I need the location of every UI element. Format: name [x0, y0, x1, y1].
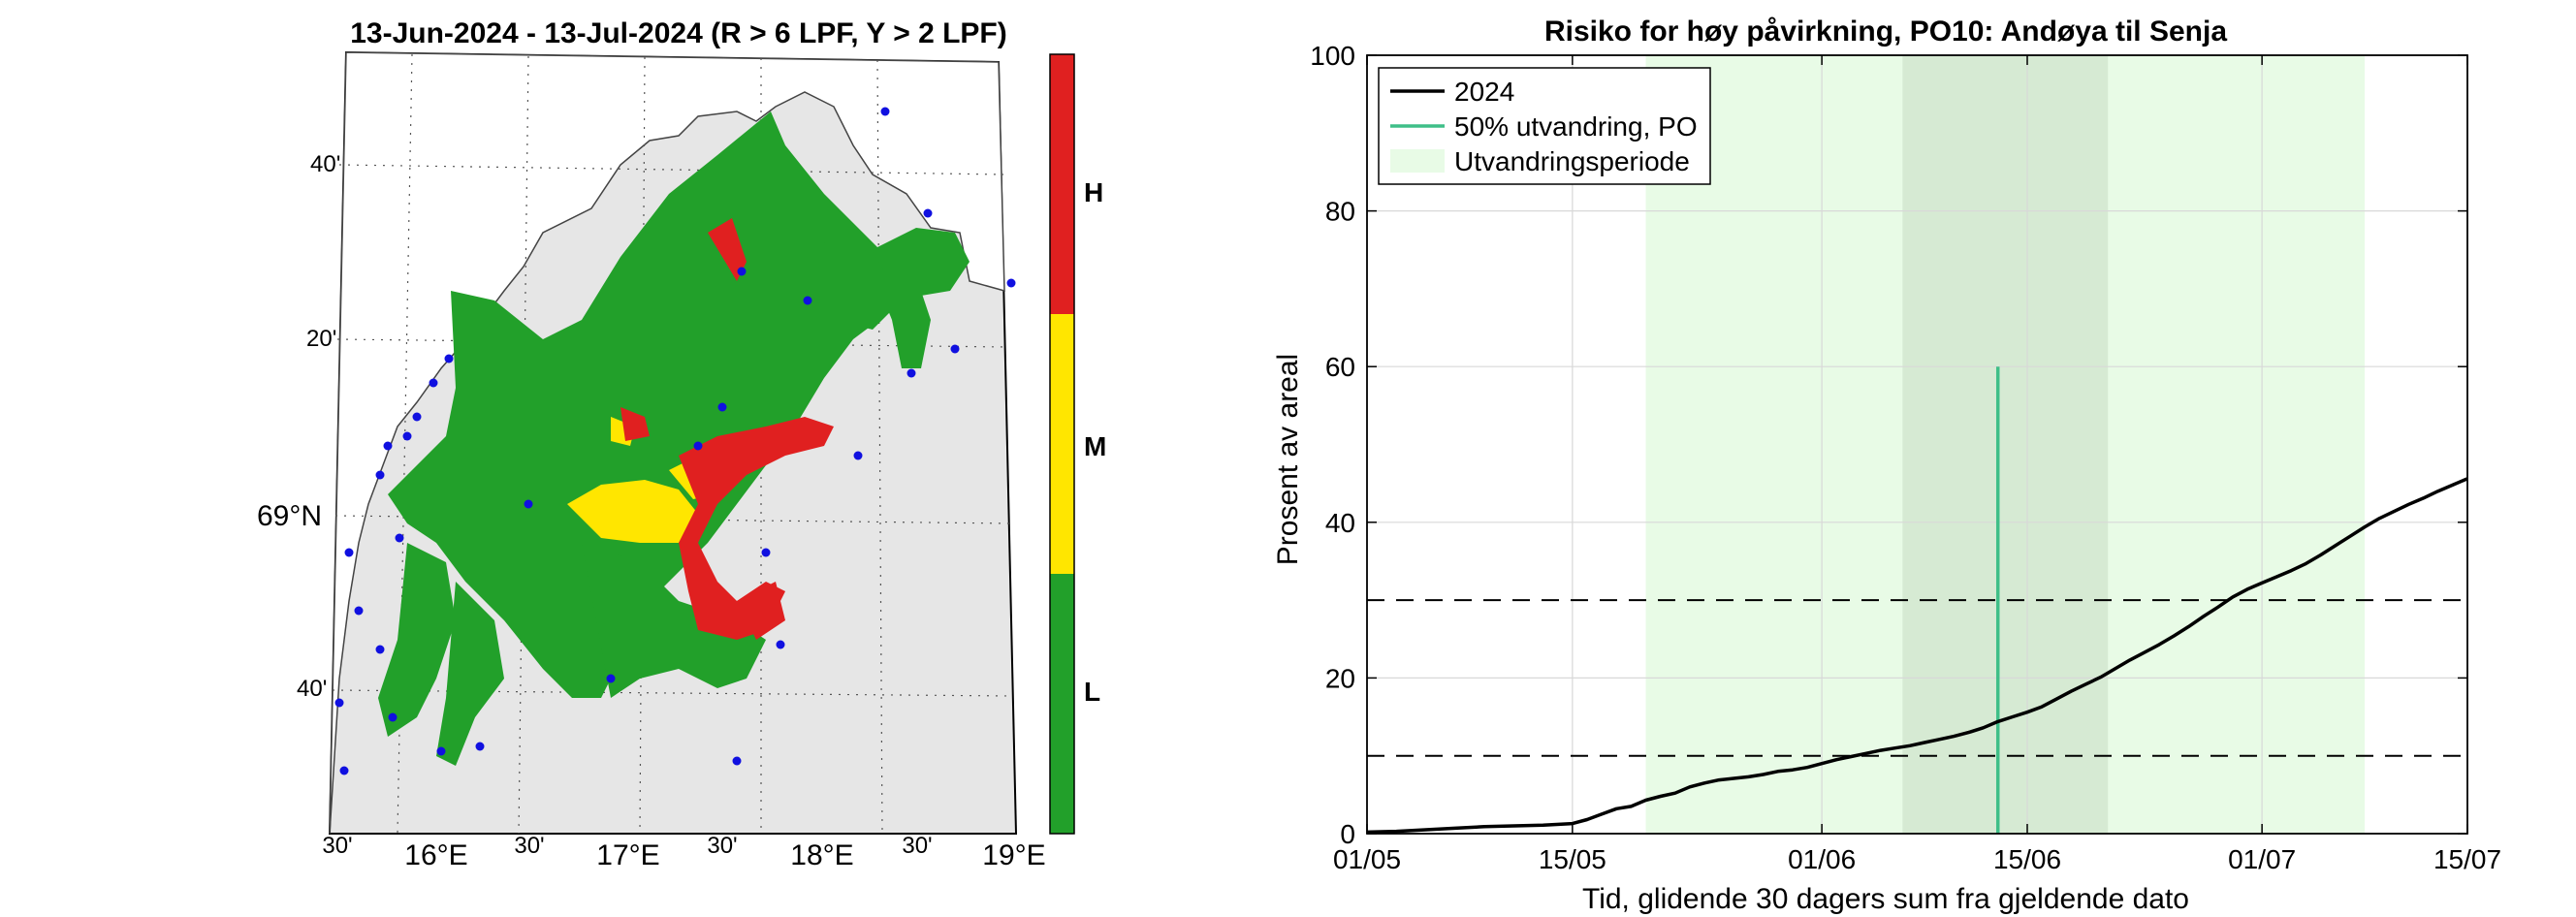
colorbar-low — [1050, 574, 1074, 834]
x-tick-label: 01/05 — [1333, 844, 1401, 874]
series-line — [1366, 477, 2468, 835]
x-tick-label: 15/06 — [1993, 844, 2061, 874]
lat-label: 20' — [306, 326, 336, 352]
y-axis-label: Prosent av areal — [1272, 354, 1304, 565]
map-lat-labels: 40' 20' 69°N 40' — [257, 151, 340, 702]
legend-label: Utvandringsperiode — [1454, 146, 1690, 176]
risk-zone-high — [620, 218, 834, 640]
colorbar-label-l: L — [1084, 677, 1100, 707]
lon-label: 30' — [322, 833, 352, 859]
lon-label: 30' — [707, 833, 737, 859]
legend-label: 50% utvandring, PO — [1454, 111, 1698, 142]
x-tick-label: 15/07 — [2433, 844, 2501, 874]
map-sea — [329, 51, 1005, 835]
lon-label: 19°E — [982, 839, 1045, 871]
plot-frame — [1366, 54, 2468, 835]
lon-label: 18°E — [790, 839, 853, 871]
legend: 2024 50% utvandring, PO Utvandringsperiode — [1378, 67, 1711, 185]
x-tick-label: 01/07 — [2228, 844, 2296, 874]
y-tick-label: 80 — [1325, 197, 1355, 227]
x-tick-label: 01/06 — [1788, 844, 1856, 874]
y-tick-label: 60 — [1325, 352, 1355, 382]
lon-label: 30' — [902, 833, 932, 859]
lat-label: 40' — [297, 676, 327, 702]
map-lon-labels: 30' 16°E 30' 17°E 30' 18°E 30' 19°E — [322, 833, 1045, 871]
y-tick-label: 100 — [1310, 41, 1355, 71]
map-graticule — [332, 53, 1014, 835]
station-markers — [334, 107, 1016, 775]
x-tick-label: 15/05 — [1539, 844, 1606, 874]
lon-label: 30' — [514, 833, 544, 859]
legend-label: 2024 — [1454, 77, 1514, 107]
colorbar-high — [1050, 54, 1074, 314]
colorbar-label-m: M — [1084, 431, 1106, 461]
lon-label: 16°E — [404, 839, 467, 871]
colorbar: H M L — [1049, 53, 1106, 835]
line-chart: Risiko for høy påvirkning, PO10: Andøya … — [1272, 16, 2501, 915]
lon-label: 17°E — [596, 839, 659, 871]
risk-zone-low — [378, 111, 970, 766]
legend-swatch — [1390, 149, 1445, 173]
y-tick-label: 40 — [1325, 508, 1355, 538]
axes: 01/05 15/05 01/06 15/06 01/07 15/07 0 20 40 60 80 1… — [1310, 41, 2501, 874]
y-tick-label: 0 — [1340, 819, 1355, 849]
colorbar-medium — [1050, 314, 1074, 574]
plot-area — [1367, 55, 2467, 834]
lat-label: 40' — [310, 151, 340, 177]
x-axis-label: Tid, glidende 30 dagers sum fra gjeldend… — [1582, 883, 2189, 915]
shaded-period — [1902, 55, 2109, 834]
chart-marks — [1366, 366, 2468, 835]
chart-title: Risiko for høy påvirkning, PO10: Andøya … — [1544, 16, 2227, 47]
lat-label: 69°N — [257, 500, 322, 532]
colorbar-label-h: H — [1084, 177, 1103, 207]
map-title: 13-Jun-2024 - 13-Jul-2024 (R > 6 LPF, Y … — [350, 17, 1007, 49]
y-tick-label: 20 — [1325, 663, 1355, 693]
map-panel: 13-Jun-2024 - 13-Jul-2024 (R > 6 LPF, Y … — [257, 17, 1106, 871]
